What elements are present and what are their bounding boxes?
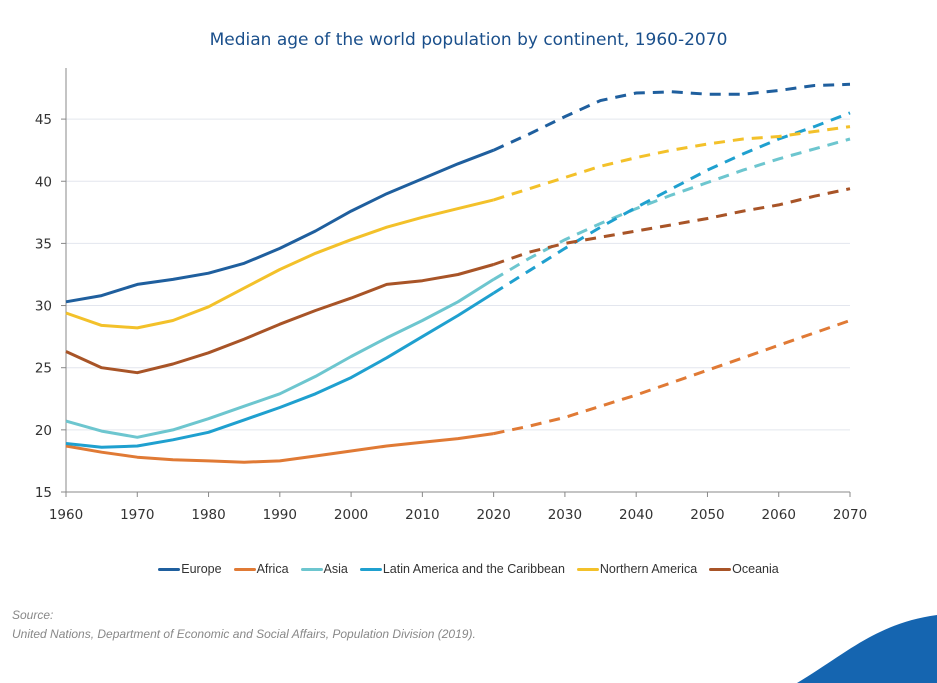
- x-tick-label: 2020: [476, 507, 510, 523]
- x-tick-label: 2050: [690, 507, 724, 523]
- series-projection-europe: [492, 82, 851, 152]
- legend-item-asia: Asia: [300, 562, 348, 576]
- legend-swatch: [233, 567, 256, 571]
- x-tick-label: 1970: [120, 507, 154, 523]
- y-tick-label: 45: [35, 112, 52, 128]
- legend-swatch: [300, 567, 323, 571]
- series-lines: [65, 82, 851, 464]
- series-line-asia: [65, 278, 495, 439]
- series-line-oceania: [65, 263, 495, 375]
- series-line-northern-america: [65, 198, 494, 330]
- x-tick-label: 2040: [619, 507, 653, 523]
- legend-item-africa: Africa: [233, 562, 289, 576]
- y-tick-label: 30: [35, 299, 52, 315]
- series-line-latin-america-and-the-caribbean: [65, 291, 495, 449]
- decorative-swoosh: [797, 615, 937, 683]
- legend-label: Latin America and the Caribbean: [382, 562, 565, 576]
- y-tick-label: 25: [35, 361, 52, 377]
- x-tick-label: 2030: [548, 507, 582, 523]
- legend-item-latin-america-and-the-caribbean: Latin America and the Caribbean: [359, 562, 565, 576]
- series-projection-latin-america-and-the-caribbean: [492, 111, 851, 295]
- line-chart: 15 20 25 30 35 40 45 1960 1970 1980 1990 2000 2010 20…: [35, 68, 867, 523]
- legend-swatch: [359, 567, 382, 571]
- series-projection-northern-america: [493, 125, 851, 202]
- x-tick-label: 2070: [833, 507, 867, 523]
- legend-item-oceania: Oceania: [709, 562, 779, 576]
- series-line-europe: [65, 148, 495, 304]
- x-tick-label: 2000: [334, 507, 368, 523]
- legend-swatch: [158, 567, 181, 571]
- legend-label: Africa: [256, 562, 289, 576]
- source-label: Source:: [12, 608, 54, 622]
- x-tick-label: 1960: [49, 507, 83, 523]
- axes: 15 20 25 30 35 40 45 1960 1970 1980 1990 2000 2010 20…: [35, 68, 867, 523]
- legend-swatch: [576, 567, 599, 571]
- series-projection-africa: [493, 319, 851, 436]
- series-projection-asia: [492, 137, 851, 281]
- legend-label: Oceania: [732, 562, 779, 576]
- legend-label: Europe: [181, 562, 222, 576]
- gridlines: [66, 118, 850, 431]
- legend-item-northern-america: Northern America: [576, 562, 698, 576]
- legend-label: Asia: [323, 562, 348, 576]
- y-tick-label: 40: [35, 174, 52, 190]
- y-tick-label: 15: [35, 485, 52, 501]
- x-tick-label: 1980: [191, 507, 225, 523]
- legend-label: Northern America: [599, 562, 698, 576]
- legend: Europe Africa Asia Latin America and the Ca…: [0, 562, 937, 576]
- source-note: Source: United Nations, Department of Ec…: [12, 606, 476, 644]
- x-tick-label: 1990: [263, 507, 297, 523]
- source-text: United Nations, Department of Economic a…: [12, 627, 476, 641]
- chart-title: Median age of the world population by co…: [209, 30, 728, 50]
- y-tick-label: 35: [35, 236, 52, 252]
- x-tick-label: 2010: [405, 507, 439, 523]
- x-tick-label: 2060: [762, 507, 796, 523]
- y-tick-label: 20: [35, 423, 52, 439]
- series-projection-oceania: [493, 187, 851, 266]
- series-line-africa: [65, 432, 494, 464]
- legend-swatch: [709, 567, 732, 571]
- legend-item-europe: Europe: [158, 562, 222, 576]
